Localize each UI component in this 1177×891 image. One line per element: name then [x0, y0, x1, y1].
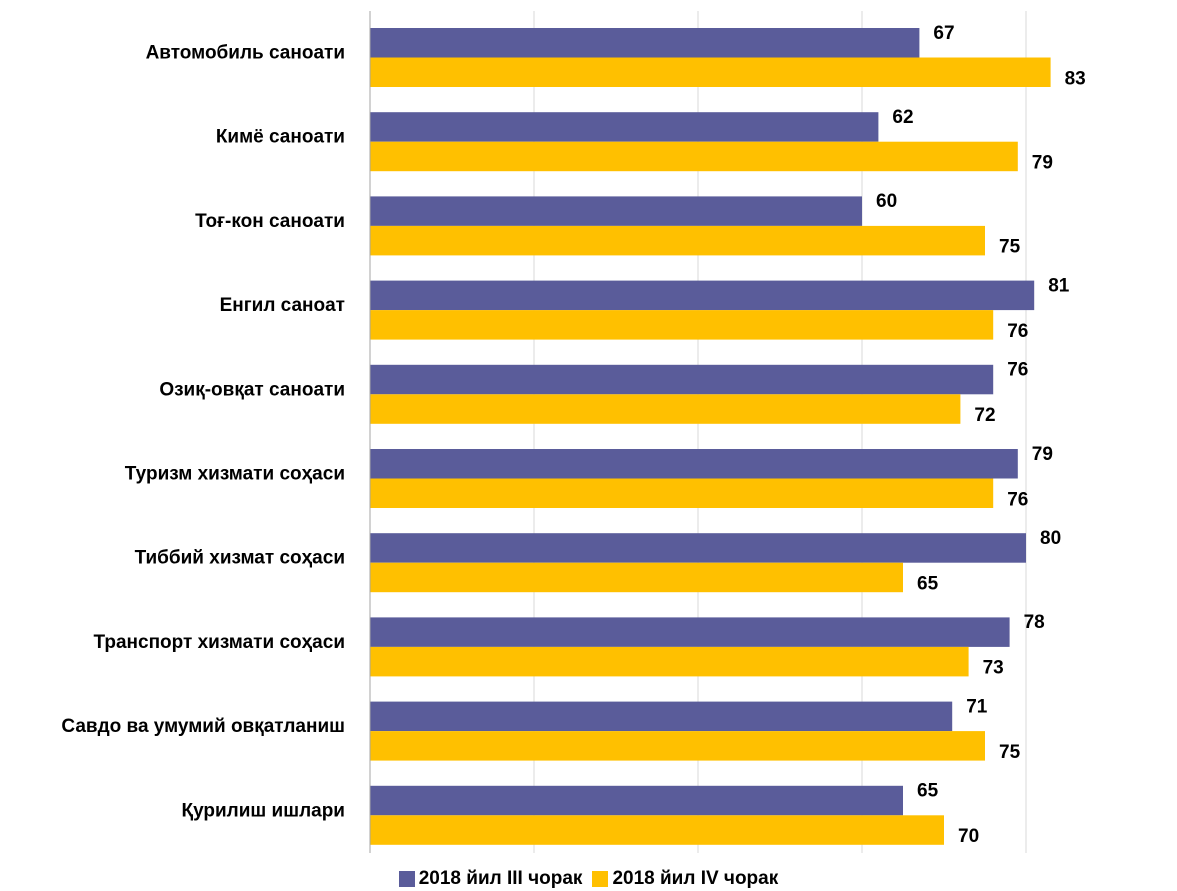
data-label-s2-8: 73: [983, 658, 1004, 679]
category-label-6: Туризм хизмати соҳаси: [125, 464, 345, 485]
category-label-9: Савдо ва умумий овқатланиш: [61, 716, 345, 737]
bar-s2-5: [370, 394, 961, 424]
data-label-s2-1: 83: [1065, 68, 1086, 89]
data-label-s1-7: 80: [1040, 528, 1061, 549]
bar-s2-8: [370, 646, 969, 677]
data-label-s1-5: 76: [1007, 360, 1028, 381]
category-label-5: Озиқ-овқат саноати: [159, 379, 345, 400]
data-label-s1-1: 67: [933, 23, 954, 44]
category-label-1: Автомобиль саноати: [146, 43, 345, 64]
bar-s2-6: [370, 478, 994, 508]
category-label-4: Енгил саноат: [220, 295, 345, 316]
legend-item-series-1: 2018 йил III чорак: [398, 867, 583, 890]
bar-s1-2: [370, 112, 879, 142]
legend-swatch-series-1: [398, 870, 415, 887]
data-label-s2-6: 76: [1007, 489, 1028, 510]
legend-swatch-series-2: [592, 870, 609, 887]
data-label-s2-4: 76: [1007, 321, 1028, 342]
data-label-s1-2: 62: [892, 107, 913, 128]
bar-s1-9: [370, 701, 953, 732]
bar-s1-4: [370, 280, 1035, 311]
bar-s1-3: [370, 196, 862, 226]
category-label-8: Транспорт хизмати соҳаси: [93, 632, 345, 653]
data-label-s2-3: 75: [999, 237, 1021, 258]
data-label-s1-8: 78: [1024, 612, 1045, 633]
bar-s2-2: [370, 141, 1018, 172]
data-label-s2-5: 72: [974, 405, 995, 426]
data-label-s2-9: 75: [999, 742, 1021, 763]
legend-item-series-2: 2018 йил IV чорак: [592, 868, 778, 890]
bar-s2-4: [370, 310, 994, 340]
data-label-s1-4: 81: [1048, 275, 1070, 296]
bar-s1-1: [370, 28, 920, 58]
data-label-s1-9: 71: [966, 696, 988, 717]
bar-s2-7: [370, 562, 903, 593]
data-label-s2-10: 70: [958, 826, 979, 847]
legend: 2018 йил III чорак 2018 йил IV чорак: [0, 866, 1177, 891]
bar-s1-10: [370, 785, 903, 816]
bar-s1-8: [370, 617, 1010, 647]
category-label-10: Қурилиш ишлари: [181, 800, 345, 821]
bar-s1-5: [370, 364, 994, 395]
bar-s2-10: [370, 815, 944, 845]
category-label-7: Тиббий хизмат соҳаси: [135, 548, 345, 569]
bar-s1-6: [370, 449, 1018, 479]
data-label-s1-3: 60: [876, 191, 897, 212]
data-label-s1-10: 65: [917, 781, 939, 802]
bar-s1-7: [370, 533, 1026, 563]
bar-s2-9: [370, 731, 985, 761]
category-label-3: Тоғ-кон саноати: [195, 211, 345, 232]
legend-label-series-2: 2018 йил IV чорак: [612, 867, 779, 889]
data-label-s2-7: 65: [917, 573, 939, 594]
bar-chart: Автомобиль саноати 67 83 Кимё саноати 62 79 То…: [61, 11, 1086, 853]
category-label-2: Кимё саноати: [216, 127, 345, 148]
bar-s2-1: [370, 57, 1051, 87]
bar-s2-3: [370, 225, 985, 256]
legend-label-series-1: 2018 йил III чорак: [418, 867, 583, 889]
data-label-s2-2: 79: [1032, 152, 1053, 173]
data-label-s1-6: 79: [1032, 444, 1053, 465]
